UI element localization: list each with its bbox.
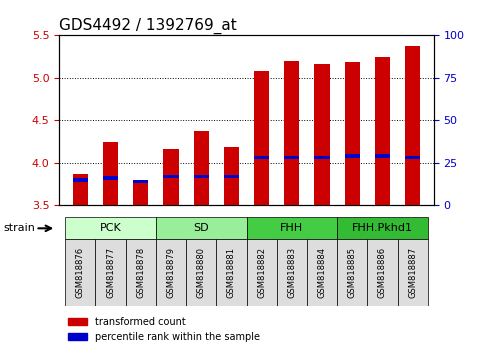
FancyBboxPatch shape — [65, 217, 156, 240]
Bar — [103, 142, 118, 205]
Bar — [405, 46, 420, 205]
FancyBboxPatch shape — [337, 239, 367, 306]
Bar — [73, 178, 88, 182]
FancyBboxPatch shape — [126, 239, 156, 306]
Text: GSM818881: GSM818881 — [227, 247, 236, 298]
Text: GSM818884: GSM818884 — [317, 247, 326, 298]
Text: GSM818883: GSM818883 — [287, 247, 296, 298]
FancyBboxPatch shape — [216, 239, 246, 306]
Legend: transformed count, percentile rank within the sample: transformed count, percentile rank withi… — [64, 313, 264, 346]
Bar — [224, 175, 239, 178]
FancyBboxPatch shape — [307, 239, 337, 306]
Bar — [194, 175, 209, 178]
FancyBboxPatch shape — [246, 239, 277, 306]
Bar — [133, 182, 148, 205]
Bar — [345, 154, 360, 158]
Bar — [194, 131, 209, 205]
FancyBboxPatch shape — [277, 239, 307, 306]
Bar — [254, 156, 269, 159]
Bar — [315, 64, 330, 205]
Text: GSM818882: GSM818882 — [257, 247, 266, 298]
Bar — [254, 71, 269, 205]
FancyBboxPatch shape — [186, 239, 216, 306]
Text: GSM818880: GSM818880 — [197, 247, 206, 298]
Bar — [345, 62, 360, 205]
Bar — [224, 147, 239, 205]
Text: GDS4492 / 1392769_at: GDS4492 / 1392769_at — [59, 18, 237, 34]
FancyBboxPatch shape — [367, 239, 397, 306]
Bar — [133, 180, 148, 183]
Text: GSM818877: GSM818877 — [106, 247, 115, 298]
Bar — [103, 176, 118, 180]
Bar — [163, 175, 178, 178]
Text: SD: SD — [193, 223, 209, 233]
FancyBboxPatch shape — [156, 239, 186, 306]
Text: FHH: FHH — [280, 223, 303, 233]
Bar — [73, 174, 88, 205]
Bar — [375, 57, 390, 205]
Bar — [284, 61, 299, 205]
Bar — [375, 154, 390, 158]
FancyBboxPatch shape — [156, 217, 246, 240]
FancyBboxPatch shape — [246, 217, 337, 240]
Bar — [405, 156, 420, 159]
Text: GSM818885: GSM818885 — [348, 247, 357, 298]
Text: GSM818886: GSM818886 — [378, 247, 387, 298]
Text: GSM818878: GSM818878 — [136, 247, 145, 298]
Text: strain: strain — [3, 223, 35, 233]
Bar — [163, 149, 178, 205]
FancyBboxPatch shape — [337, 217, 428, 240]
Text: GSM818876: GSM818876 — [76, 247, 85, 298]
Bar — [315, 156, 330, 159]
FancyBboxPatch shape — [397, 239, 428, 306]
Text: GSM818887: GSM818887 — [408, 247, 417, 298]
Bar — [284, 156, 299, 159]
FancyBboxPatch shape — [96, 239, 126, 306]
Text: PCK: PCK — [100, 223, 121, 233]
FancyBboxPatch shape — [65, 239, 96, 306]
Text: FHH.Pkhd1: FHH.Pkhd1 — [352, 223, 413, 233]
Text: GSM818879: GSM818879 — [167, 247, 176, 298]
